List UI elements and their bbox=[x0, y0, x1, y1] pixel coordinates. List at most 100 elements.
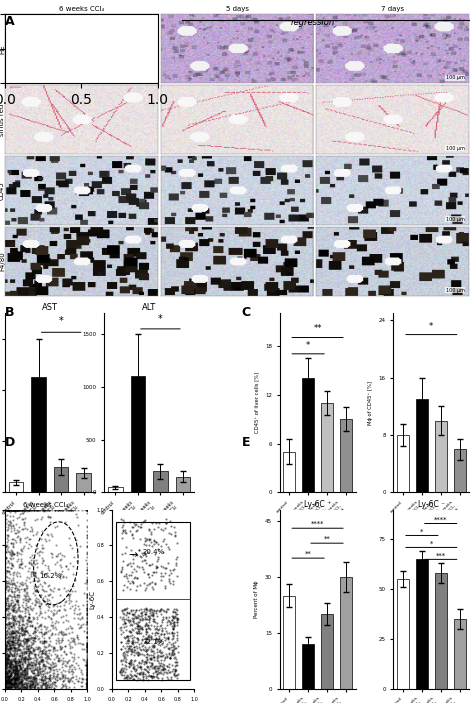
Point bbox=[62, 671, 69, 683]
Point bbox=[156, 651, 164, 662]
Point bbox=[83, 674, 91, 685]
Point bbox=[19, 674, 27, 685]
Point bbox=[151, 605, 158, 616]
Point bbox=[7, 504, 15, 515]
Point bbox=[11, 634, 19, 645]
Point bbox=[56, 673, 64, 684]
Point bbox=[139, 666, 147, 678]
Point bbox=[11, 628, 19, 639]
Point bbox=[26, 634, 33, 645]
Point bbox=[31, 633, 38, 644]
Point bbox=[45, 673, 53, 684]
Point bbox=[83, 640, 91, 652]
Point bbox=[83, 671, 91, 682]
Point bbox=[1, 626, 9, 638]
Point bbox=[32, 659, 40, 670]
Point bbox=[53, 521, 61, 532]
Point bbox=[44, 650, 52, 662]
Point bbox=[120, 673, 128, 684]
Point bbox=[20, 678, 28, 690]
Point bbox=[18, 647, 26, 658]
Point bbox=[17, 678, 25, 689]
Point bbox=[65, 666, 73, 677]
Title: Ly-6C ⁺: Ly-6C ⁺ bbox=[304, 500, 331, 509]
Point bbox=[20, 586, 27, 597]
Point bbox=[32, 584, 40, 595]
Point bbox=[46, 676, 54, 687]
Point bbox=[18, 649, 26, 660]
Point bbox=[13, 635, 21, 646]
Point bbox=[83, 572, 91, 583]
Point bbox=[174, 613, 182, 624]
Point bbox=[171, 663, 178, 674]
Point bbox=[32, 504, 39, 515]
Point bbox=[83, 669, 91, 681]
Point bbox=[13, 504, 21, 515]
Point bbox=[71, 633, 78, 645]
Point bbox=[159, 614, 167, 625]
Point bbox=[18, 599, 26, 610]
Point bbox=[8, 678, 15, 689]
Point bbox=[127, 516, 134, 527]
Point bbox=[22, 682, 30, 693]
Point bbox=[155, 543, 162, 555]
Point bbox=[26, 572, 33, 583]
Point bbox=[73, 673, 80, 685]
Point bbox=[21, 578, 28, 589]
Point bbox=[74, 619, 82, 630]
Point bbox=[5, 610, 13, 621]
Point bbox=[8, 656, 15, 667]
Point bbox=[6, 639, 14, 650]
Point bbox=[121, 524, 128, 536]
Point bbox=[43, 504, 50, 515]
Point bbox=[24, 621, 31, 632]
Point bbox=[45, 626, 52, 637]
Point bbox=[48, 530, 56, 541]
Point bbox=[53, 601, 61, 612]
Point bbox=[59, 630, 66, 641]
Point bbox=[125, 672, 133, 683]
Point bbox=[128, 633, 136, 644]
Point bbox=[128, 608, 136, 619]
Point bbox=[52, 671, 59, 682]
Point bbox=[12, 626, 20, 637]
Point bbox=[79, 680, 86, 691]
Point bbox=[3, 668, 10, 679]
Point bbox=[4, 519, 12, 530]
Point bbox=[146, 612, 154, 624]
Point bbox=[173, 609, 181, 620]
Point bbox=[11, 660, 19, 671]
Point bbox=[21, 652, 29, 663]
Point bbox=[51, 566, 59, 577]
Point bbox=[168, 627, 176, 638]
Point bbox=[121, 659, 129, 671]
Point bbox=[30, 635, 37, 646]
Point bbox=[173, 635, 181, 646]
Point bbox=[157, 628, 165, 640]
Point bbox=[170, 617, 178, 628]
Point bbox=[46, 678, 54, 690]
Point bbox=[42, 676, 50, 688]
Point bbox=[52, 623, 60, 634]
Point bbox=[49, 643, 57, 654]
Point bbox=[16, 537, 23, 548]
Point bbox=[2, 657, 10, 668]
Point bbox=[15, 650, 22, 662]
Point bbox=[10, 667, 18, 678]
Point bbox=[130, 564, 137, 575]
Point bbox=[69, 560, 77, 572]
Point bbox=[169, 612, 176, 623]
Point bbox=[143, 627, 150, 638]
Point bbox=[64, 634, 72, 645]
Point bbox=[7, 681, 14, 692]
Point bbox=[25, 675, 32, 686]
Point bbox=[4, 650, 11, 661]
Point bbox=[11, 667, 18, 678]
Point bbox=[14, 504, 21, 515]
Point bbox=[4, 653, 11, 664]
Point bbox=[83, 619, 91, 630]
Point bbox=[4, 678, 11, 689]
Point bbox=[4, 675, 12, 686]
Point bbox=[28, 675, 36, 686]
Point bbox=[4, 504, 11, 515]
